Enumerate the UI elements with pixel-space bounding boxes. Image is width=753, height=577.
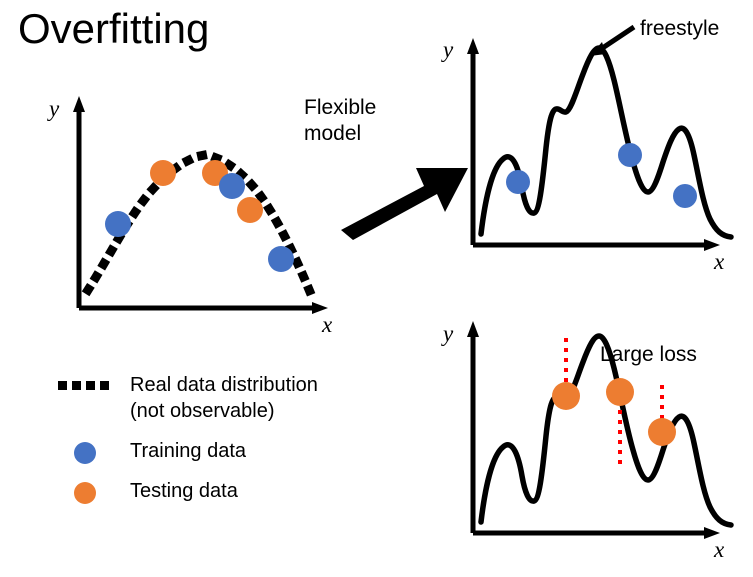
large-loss-annotation: Large loss [600, 343, 697, 366]
topright-training-point-3 [673, 184, 697, 208]
legend: Real data distribution (not observable) … [58, 372, 358, 514]
left-chart-x-axis-arrowhead [312, 302, 328, 314]
legend-item-real-distribution: Real data distribution (not observable) [58, 372, 358, 424]
left-chart-training-point-3 [268, 246, 294, 272]
left-chart-y-axis-arrowhead [73, 96, 85, 112]
bottomright-testing-point-3 [648, 418, 676, 446]
topright-training-point-1 [506, 170, 530, 194]
left-chart-training-point-2 [219, 173, 245, 199]
legend-label-training-data: Training data [130, 440, 246, 462]
bottomright-chart-x-axis-arrowhead [704, 527, 720, 539]
bottomright-testing-point-1 [552, 382, 580, 410]
topright-chart-x-axis-arrowhead [704, 239, 720, 251]
blue-dot-icon [74, 442, 96, 464]
left-chart-y-axis-label: y [49, 96, 60, 121]
topright-training-point-2 [618, 143, 642, 167]
dashed-line-icon [58, 381, 109, 390]
orange-dot-icon [74, 482, 96, 504]
legend-key-training [58, 438, 130, 464]
chart-real-distribution [73, 96, 328, 314]
legend-label-testing-data: Testing data [130, 480, 238, 502]
topright-chart-y-axis-arrowhead [467, 38, 479, 54]
left-chart-training-point-1 [105, 211, 131, 237]
freestyle-annotation: freestyle [640, 17, 720, 40]
bottomright-chart-y-axis-label: y [443, 321, 454, 346]
chart-flexible-model-training [467, 24, 734, 251]
overfitted-curve-testing [478, 333, 734, 528]
legend-key-dashed [58, 372, 130, 390]
chart-flexible-model-testing [467, 321, 734, 539]
bottomright-chart-x-axis-label: x [714, 537, 725, 562]
topright-chart-x-axis-label: x [714, 249, 725, 274]
legend-label-real-distribution: Real data distribution (not observable) [130, 374, 318, 422]
bottomright-testing-point-2 [606, 378, 634, 406]
left-chart-x-axis-label: x [322, 312, 333, 337]
topright-chart-y-axis-label: y [443, 37, 454, 62]
bottomright-chart-y-axis-arrowhead [467, 321, 479, 337]
freestyle-pointer-arrow [590, 24, 636, 56]
page-title: Overfitting [18, 5, 210, 52]
overfitted-curve-training [478, 45, 734, 240]
left-chart-testing-point-1 [150, 160, 176, 186]
legend-item-training-data: Training data [58, 438, 358, 464]
legend-item-testing-data: Testing data [58, 478, 358, 504]
legend-key-testing [58, 478, 130, 504]
flexible-model-arrow [341, 168, 468, 240]
left-chart-testing-point-3 [237, 197, 263, 223]
flexible-model-annotation: Flexible model [304, 96, 377, 146]
